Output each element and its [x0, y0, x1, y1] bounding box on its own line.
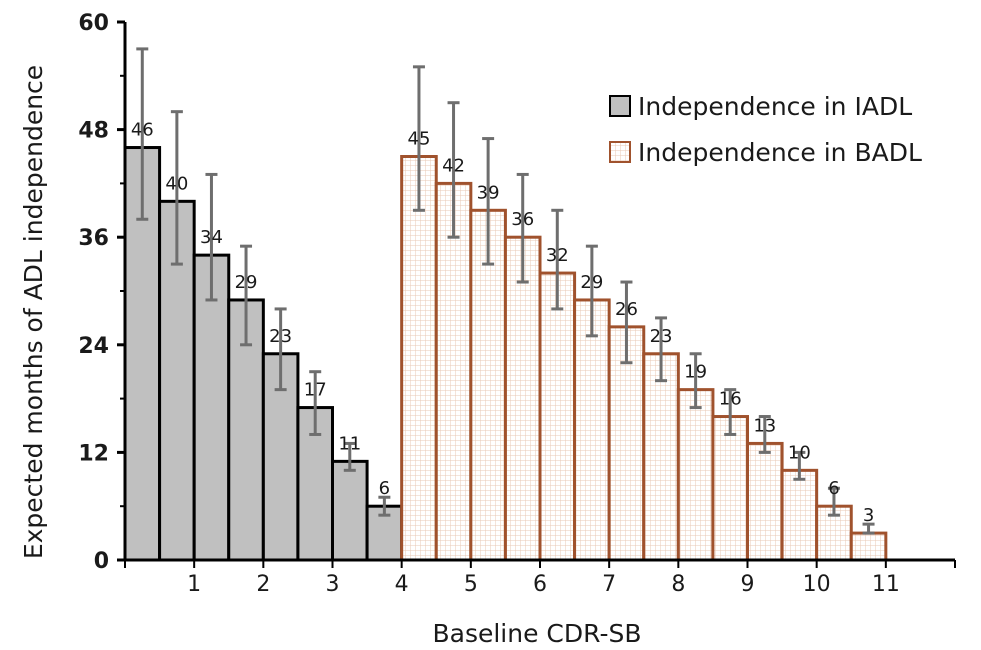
data-label-badl-9: 19 [684, 362, 707, 383]
legend-swatch-badl [609, 141, 631, 163]
data-label-iadl-6: 17 [304, 380, 327, 401]
data-label-iadl-5: 23 [269, 326, 292, 347]
bar-iadl-7 [331, 459, 369, 562]
x-axis-title: Baseline CDR-SB [432, 619, 641, 648]
x-tick-label-1: 1 [187, 572, 201, 597]
bar-badl-9 [676, 388, 715, 562]
x-tick-label-9: 9 [741, 572, 755, 597]
data-label-badl-11: 13 [753, 415, 776, 436]
x-tick-label-7: 7 [602, 572, 616, 597]
datalabels-layer: 46 40 34 29 23 17 11 6 45 42 39 36 32 29 26 23 19 16 13 10 6… [131, 120, 874, 527]
data-label-badl-8: 23 [650, 326, 673, 347]
bar-badl-8 [642, 352, 680, 562]
y-axis-title: Expected months of ADL independence [19, 65, 48, 559]
data-label-badl-2: 42 [442, 155, 465, 176]
data-label-badl-13: 6 [828, 478, 839, 499]
x-axis: 1 2 3 4 5 6 7 8 9 10 11 [124, 558, 956, 597]
x-tick-label-3: 3 [326, 572, 340, 597]
y-axis: 0 12 24 36 48 60 [78, 11, 127, 574]
bar-badl-11 [746, 441, 784, 562]
data-label-badl-1: 45 [408, 129, 431, 150]
data-label-badl-12: 10 [788, 442, 811, 463]
data-label-badl-3: 39 [477, 182, 500, 203]
data-label-iadl-7: 11 [338, 433, 361, 454]
data-label-iadl-1: 46 [131, 120, 154, 141]
x-tick-label-2: 2 [256, 572, 270, 597]
bar-badl-2 [434, 181, 473, 562]
plot-area: 46 40 34 29 23 17 11 6 45 42 39 36 32 29 26 23 19 16 13 10 6… [123, 47, 888, 562]
x-tick-label-10: 10 [803, 572, 831, 597]
y-tick-label-4: 48 [78, 119, 109, 144]
data-label-iadl-3: 34 [200, 227, 223, 248]
data-label-iadl-4: 29 [235, 272, 258, 293]
data-label-badl-4: 36 [511, 209, 534, 230]
data-label-badl-5: 32 [546, 245, 569, 266]
x-tick-label-4: 4 [395, 572, 409, 597]
x-tick-label-5: 5 [464, 572, 478, 597]
y-tick-label-2: 24 [78, 334, 109, 359]
x-tick-label-11: 11 [872, 572, 900, 597]
legend-label-iadl: Independence in IADL [638, 92, 912, 121]
data-label-iadl-8: 6 [379, 478, 390, 499]
data-label-iadl-2: 40 [165, 173, 188, 194]
bar-badl-1 [400, 155, 438, 562]
x-tick-label-6: 6 [533, 572, 547, 597]
bar-badl-3 [469, 208, 507, 562]
y-tick-label-3: 36 [78, 226, 109, 251]
data-label-badl-14: 3 [863, 505, 874, 526]
bar-badl-14 [849, 531, 888, 562]
errorbars-layer [136, 47, 875, 535]
bar-badl-12 [780, 468, 819, 562]
data-label-badl-10: 16 [719, 389, 742, 410]
bar-badl-5 [538, 271, 577, 562]
bars-layer [123, 146, 888, 562]
legend: Independence in IADL Independence in BAD… [609, 92, 922, 167]
legend-swatch-iadl [609, 95, 631, 117]
y-tick-label-0: 0 [94, 549, 109, 574]
bar-badl-6 [573, 298, 611, 562]
x-tick-label-8: 8 [671, 572, 685, 597]
y-tick-label-1: 12 [78, 441, 109, 466]
data-label-badl-6: 29 [580, 272, 603, 293]
y-tick-label-5: 60 [78, 11, 109, 36]
data-label-badl-7: 26 [615, 299, 638, 320]
bar-badl-4 [503, 235, 542, 562]
bar-badl-10 [711, 415, 750, 562]
legend-label-badl: Independence in BADL [638, 138, 922, 167]
